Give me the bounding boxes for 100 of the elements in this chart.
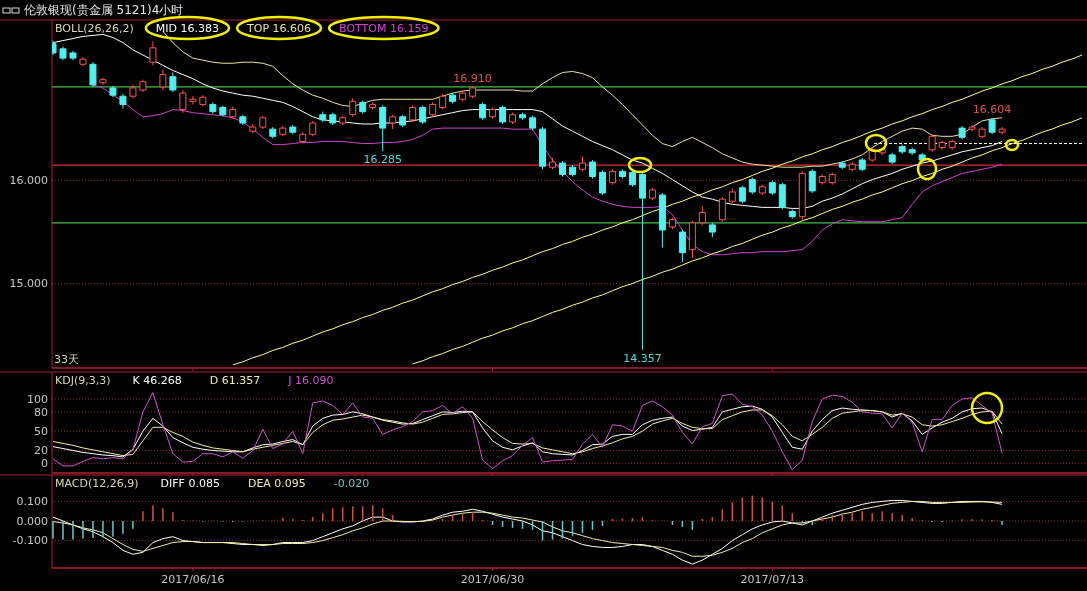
candlestick [139,79,147,93]
candlestick [788,208,796,220]
candlestick [778,182,786,210]
candlestick [908,147,916,156]
text: BOTTOM 16.159 [339,22,429,35]
candlestick [289,124,297,135]
candlestick [309,120,317,137]
candlestick [169,72,177,93]
candlestick [808,168,816,194]
candlestick [219,104,227,118]
candlestick [818,173,826,186]
series-label: J 16.090 [287,374,334,387]
annotation: 16.604 [972,103,1012,117]
candlestick [998,126,1006,135]
candlestick [988,117,996,135]
line-series [52,392,1003,471]
y-tick-label: 80 [34,405,48,419]
candlestick [449,92,457,104]
candlestick [499,104,507,125]
candlestick [798,170,806,221]
candlestick [688,220,696,259]
y-tick-label: 0.100 [16,495,48,509]
candlestick [708,222,716,238]
candlestick [299,131,307,145]
chart-title: 伦敦银现(贵金属 5121)4小时 [24,3,184,17]
candlestick [409,104,417,123]
candlestick [928,133,936,153]
candlestick [718,196,726,223]
candlestick [439,93,447,111]
candlestick [459,90,467,102]
candlestick [369,101,377,111]
candlestick [259,115,267,130]
candlestick [379,104,387,152]
candlestick [149,41,157,66]
candlestick [489,107,497,120]
line-series [412,117,1083,365]
candlestick [469,86,477,99]
candlestick [89,61,97,88]
x-tick-label: 2017/06/16 [161,573,225,586]
candlestick [648,187,656,201]
candlestick [958,125,966,140]
candlestick [858,157,866,172]
text: TOP 16.606 [246,22,312,35]
candlestick [519,112,527,121]
candlestick [109,85,117,98]
candlestick [329,112,337,126]
candlestick [279,125,287,137]
candlestick [479,101,487,121]
candlestick [269,126,277,139]
candlestick [768,180,776,196]
candlestick [978,126,986,139]
text: K 46.268 [132,374,182,387]
candlestick [419,104,427,125]
candlestick [948,138,956,151]
annotation: 14.357 [623,351,662,365]
candlestick [618,168,626,180]
candlestick [628,169,636,188]
candlestick [748,177,756,195]
candlestick [598,169,606,196]
candlestick [59,46,67,61]
candlestick [349,97,357,118]
candlestick [229,105,237,120]
candlestick [429,101,437,118]
candlestick [588,159,596,180]
y-tick-label: 16.000 [9,174,48,188]
series-label: -0.020 [333,477,370,490]
text: DIFF 0.085 [160,477,220,490]
line-series [232,54,1083,366]
candlestick [728,188,736,204]
candlestick [848,161,856,172]
candlestick [99,77,107,86]
candlestick [399,114,407,128]
candlestick [509,112,517,125]
legend-title: BOLL(26,26,2) [55,22,134,35]
candlestick [129,84,137,99]
annotation: 16.910 [453,71,492,85]
y-tick-label: 100 [27,392,48,406]
candlestick [638,171,646,351]
candlestick [578,156,586,172]
candlestick [569,164,576,177]
candlestick [209,101,217,115]
x-tick-label: 2017/06/30 [460,573,525,586]
candlestick [938,139,946,151]
candlestick [828,171,836,186]
candlestick [758,184,766,196]
text: D 61.357 [209,374,261,387]
legend-title: KDJ(9,3,3) [55,374,111,387]
candlestick [838,160,846,170]
candlestick [179,89,187,114]
y-tick-label: -0.100 [12,534,48,548]
candlestick [339,115,347,126]
candlestick [678,229,686,263]
text: DEA 0.095 [247,477,306,490]
candlestick [389,114,397,130]
candlestick [668,217,676,230]
candlestick [529,115,537,131]
y-tick-label: 15.000 [9,277,48,291]
text: MID 16.383 [155,22,220,35]
candlestick [559,160,566,177]
legend-title: MACD(12,26,9) [55,477,139,490]
